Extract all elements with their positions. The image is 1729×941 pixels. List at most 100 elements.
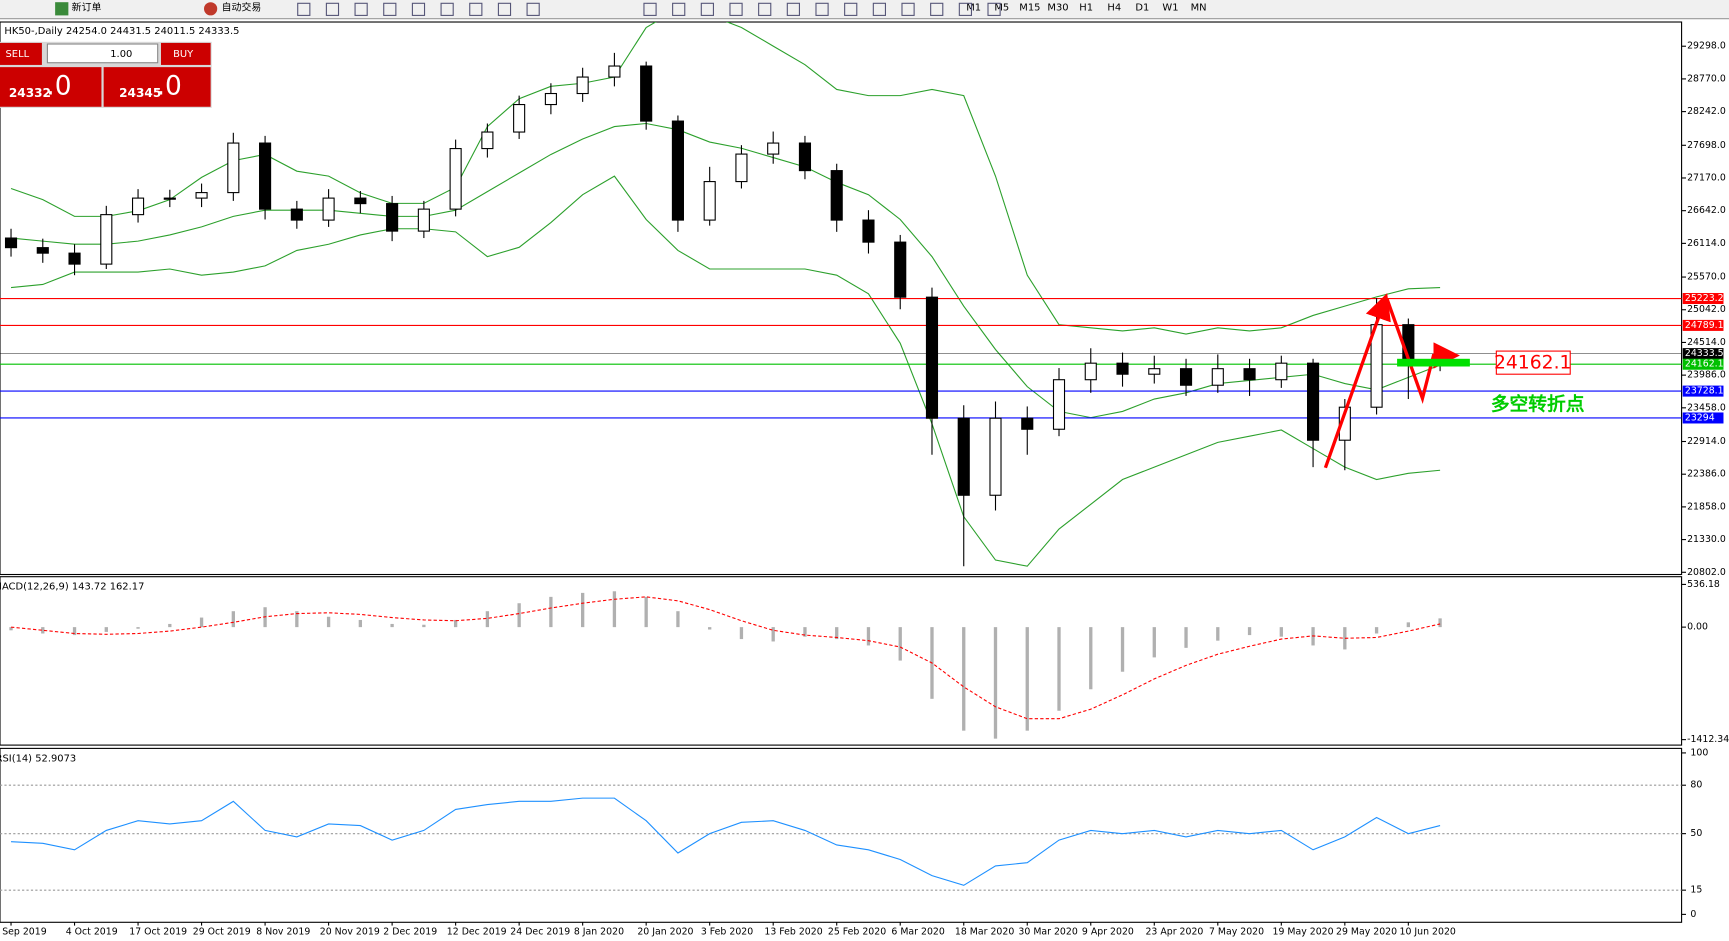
tool-icon[interactable] (758, 2, 772, 16)
level-label: 24162.1 (1685, 359, 1724, 370)
macd-tick-label: 0.00 (1687, 622, 1708, 633)
level-tag (1682, 319, 1724, 331)
macd-bar (962, 627, 966, 731)
y-tick-label: 20802.0 (1687, 567, 1726, 578)
ask-main[interactable]: 24345 (119, 86, 161, 100)
y-tick-label: 21858.0 (1687, 501, 1726, 512)
macd-bar (358, 619, 363, 628)
tool-icon[interactable] (325, 2, 340, 16)
buy-button[interactable] (160, 42, 211, 65)
timeframe-button[interactable]: M30 (1047, 3, 1068, 14)
tool-icon[interactable] (844, 2, 858, 16)
tool-icons: M1 M5 M15 M30 H1 H4 D1 W1 MN (297, 2, 1207, 16)
x-tick-label: 6 Mar 2020 (891, 927, 944, 938)
tool-icon[interactable] (411, 2, 426, 16)
tool-icon[interactable] (440, 2, 454, 16)
timeframe-button[interactable]: MN (1191, 3, 1207, 14)
tool-icon[interactable] (901, 2, 915, 16)
tool-icon[interactable] (815, 2, 829, 16)
level-tag (1682, 348, 1724, 360)
sell-label[interactable]: SELL (6, 49, 30, 60)
tool-icon[interactable] (786, 2, 800, 16)
tool-icon[interactable] (672, 2, 686, 16)
tool-icon[interactable] (700, 2, 714, 16)
candle-body (544, 92, 557, 106)
macd-bar (581, 592, 585, 628)
bollinger-upper (10, 22, 1441, 335)
y-tick-label: 26114.0 (1687, 238, 1726, 249)
rsi-tick-label: 100 (1690, 747, 1708, 758)
timeframe-button[interactable]: H4 (1107, 3, 1121, 14)
candle-body (894, 241, 907, 298)
tool-icon[interactable] (930, 2, 944, 16)
tool-icon[interactable] (958, 2, 973, 16)
y-tick-label: 22386.0 (1687, 469, 1726, 480)
auto-trading-button[interactable]: 自动交易 (222, 1, 262, 14)
macd-signal (10, 596, 1441, 720)
down-up-arrow (1385, 298, 1460, 405)
timeframe-button[interactable]: W1 (1162, 3, 1178, 14)
x-tick-label: 7 May 2020 (1209, 927, 1264, 938)
rsi-tick-label: 15 (1690, 885, 1702, 896)
tool-icon[interactable] (354, 2, 368, 16)
macd-bar (549, 596, 553, 628)
tool-icon[interactable] (643, 2, 657, 16)
annotation-note: 多空转折点 (1491, 394, 1585, 416)
candle-body (925, 296, 939, 419)
support-bar (1397, 358, 1470, 367)
macd-bar (199, 617, 204, 628)
tool-icon[interactable] (469, 2, 483, 16)
ask-frac[interactable]: .0 (157, 70, 182, 101)
volume-field[interactable] (46, 43, 159, 64)
sell-button[interactable] (0, 42, 42, 65)
macd-bar (898, 627, 902, 661)
timeframe-button[interactable]: H1 (1079, 3, 1093, 14)
bid-box[interactable] (0, 67, 102, 107)
candle-body (989, 417, 1002, 496)
candle-body (481, 131, 494, 150)
buy-label[interactable]: BUY (173, 49, 194, 60)
macd-label: MACD(12,26,9) 143.72 162.17 (0, 582, 144, 593)
macd-bar (1279, 627, 1283, 637)
candle-body (671, 120, 684, 221)
tool-icon[interactable] (383, 2, 397, 16)
tool-icon[interactable] (497, 2, 512, 16)
macd-bar (1152, 627, 1156, 658)
tool-icon[interactable] (987, 2, 1001, 16)
volume-value[interactable]: 1.00 (110, 49, 132, 60)
timeframe-button[interactable]: M5 (994, 3, 1009, 14)
rsi-tick-label: 50 (1690, 828, 1702, 839)
tool-icon[interactable] (872, 2, 887, 16)
macd-pane (0, 576, 1683, 746)
bid-frac[interactable]: .0 (46, 70, 71, 101)
tool-icon[interactable] (297, 2, 311, 16)
macd-bar (803, 627, 807, 637)
x-tick-label: 29 Oct 2019 (193, 927, 251, 938)
macd-bar (453, 619, 458, 628)
macd-bar (326, 616, 331, 628)
y-tick-label: 29298.0 (1687, 41, 1726, 52)
timeframe-button[interactable]: M1 (966, 3, 981, 14)
candle-body (767, 142, 780, 155)
tool-icon[interactable] (729, 2, 743, 16)
candle-body (259, 142, 272, 210)
x-tick-label: 19 May 2020 (1272, 927, 1333, 938)
candle-body (1116, 362, 1129, 375)
x-tick-label: 20 Nov 2019 (320, 927, 380, 938)
timeframe-button[interactable]: M15 (1019, 3, 1040, 14)
y-tick-label: 24514.0 (1687, 337, 1726, 348)
macd-bar (708, 627, 712, 630)
auto-trading-icon[interactable] (203, 2, 218, 16)
tool-icon[interactable] (526, 2, 540, 16)
timeframe-button[interactable]: D1 (1135, 3, 1149, 14)
macd-bar (41, 627, 45, 634)
new-order-icon[interactable] (55, 2, 69, 16)
x-tick-label: 8 Nov 2019 (256, 927, 310, 938)
bid-main[interactable]: 24332 (9, 86, 51, 100)
candle-body (386, 203, 399, 232)
new-order-button[interactable]: 新订单 (72, 1, 102, 14)
macd-bar (771, 627, 775, 642)
ask-box[interactable] (103, 67, 211, 107)
candle-body (798, 142, 812, 172)
